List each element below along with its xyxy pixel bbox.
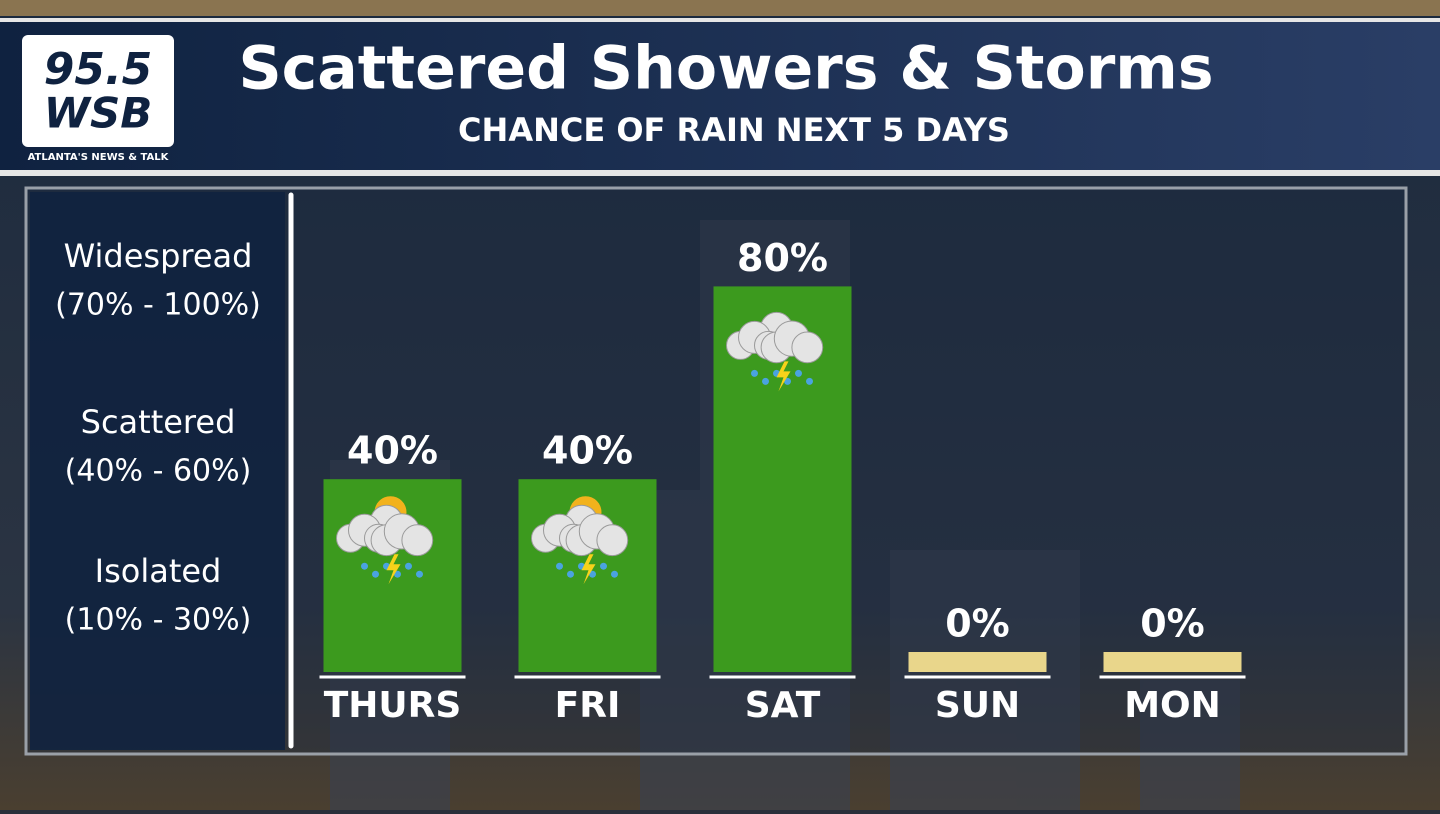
logo-name: WSB <box>44 89 153 138</box>
raindrop <box>600 562 607 570</box>
band-range: (10% - 30%) <box>65 603 252 638</box>
header-rule <box>0 18 1440 22</box>
chart-subtitle: CHANCE OF RAIN NEXT 5 DAYS <box>458 111 1010 149</box>
weather-icon <box>531 496 629 585</box>
raindrop <box>416 570 423 578</box>
weather-icon <box>726 311 824 392</box>
cloud <box>596 524 629 557</box>
x-tick-label: MON <box>1124 685 1221 726</box>
x-tick-label: THURS <box>324 685 462 726</box>
logo-number: 95.5 <box>44 44 153 95</box>
band-range: (70% - 100%) <box>55 288 261 323</box>
logo-tagline: ATLANTA'S NEWS & TALK <box>28 152 170 163</box>
logo-box <box>22 35 174 147</box>
raindrop <box>762 377 769 385</box>
cloud <box>401 524 434 557</box>
band-name: Widespread <box>64 237 253 275</box>
raindrop <box>784 377 791 385</box>
value-label: 0% <box>1140 602 1205 646</box>
band-range: (40% - 60%) <box>65 454 252 489</box>
x-tick-label: SUN <box>935 685 1020 726</box>
lightning <box>776 361 791 392</box>
raindrop <box>589 570 596 578</box>
band-name: Isolated <box>95 552 222 590</box>
raindrop <box>611 570 618 578</box>
band-name: Scattered <box>81 403 236 441</box>
x-tick-label: FRI <box>555 685 621 726</box>
raindrop <box>806 377 813 385</box>
raindrop <box>361 562 368 570</box>
raindrop <box>567 570 574 578</box>
bar <box>908 652 1047 672</box>
raindrop <box>372 570 379 578</box>
value-label: 80% <box>737 236 828 280</box>
legend-panel <box>30 192 285 750</box>
x-tick-label: SAT <box>745 685 821 726</box>
value-label: 40% <box>347 429 438 473</box>
lightning <box>386 554 401 585</box>
raindrop <box>795 369 802 377</box>
top-strip <box>0 0 1440 16</box>
raindrop <box>394 570 401 578</box>
value-label: 0% <box>945 602 1010 646</box>
cloud <box>791 331 824 364</box>
bar <box>1103 652 1242 672</box>
raindrop <box>556 562 563 570</box>
header-band <box>0 20 1440 172</box>
value-label: 40% <box>542 429 633 473</box>
raindrop <box>751 369 758 377</box>
lightning <box>581 554 596 585</box>
chart-title: Scattered Showers & Storms <box>238 34 1213 104</box>
weather-icon <box>336 496 434 585</box>
raindrop <box>405 562 412 570</box>
header-rule <box>0 170 1440 176</box>
